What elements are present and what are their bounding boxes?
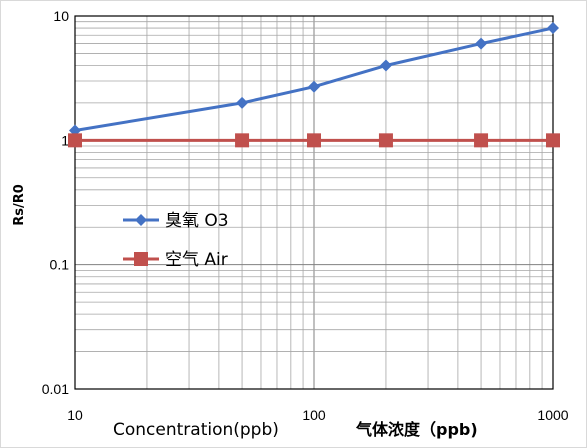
grid: [75, 16, 553, 389]
data-point-diamond: [547, 22, 559, 35]
y-tick-label: 0.01: [42, 381, 69, 397]
data-point-square: [307, 133, 321, 148]
legend-marker-square: [134, 252, 148, 266]
y-tick-label: 0.1: [50, 257, 70, 273]
data-point-diamond: [379, 59, 392, 72]
x-tick-label: 10: [67, 407, 83, 423]
series-line-0: [74, 26, 554, 132]
data-point-diamond: [236, 96, 249, 109]
y-tick-label: 10: [53, 8, 69, 24]
legend-label-ozone: 臭氧 O3: [165, 211, 229, 231]
legend-marker-diamond: [135, 214, 147, 226]
series-layer: [68, 22, 560, 148]
y-axis-label: Rs/R0: [12, 184, 27, 226]
plot-frame: [74, 15, 554, 390]
data-point-diamond: [475, 37, 488, 50]
data-point-square: [546, 133, 560, 148]
tick-labels: 10 100 1000 10 1 0.1 0.01: [42, 8, 569, 423]
data-point-square: [68, 133, 82, 148]
data-point-square: [235, 133, 250, 148]
legend: 臭氧 O3 空气 Air: [123, 211, 229, 270]
x-tick-label: 1000: [537, 407, 568, 423]
data-point-square: [378, 133, 393, 148]
legend-label-air: 空气 Air: [165, 250, 228, 270]
x-axis-label-cn: 气体浓度（ppb): [355, 420, 478, 439]
x-axis-label: Concentration(ppb): [113, 420, 279, 440]
data-point-diamond: [308, 80, 320, 93]
data-point-square: [474, 133, 489, 148]
y-tick-label: 1: [61, 132, 69, 148]
x-tick-label: 100: [302, 407, 326, 423]
